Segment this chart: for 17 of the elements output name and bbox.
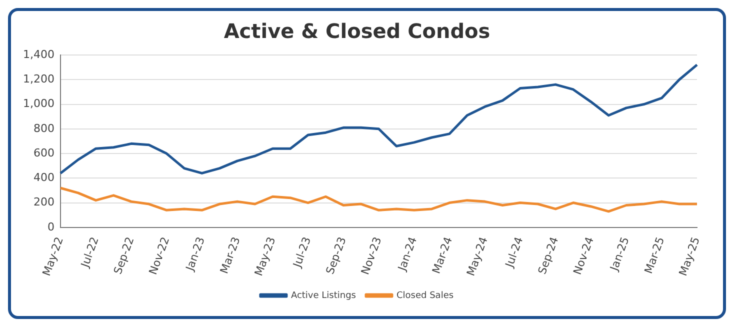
y-tick-label: 1,400 <box>22 48 54 61</box>
legend-label: Closed Sales <box>396 290 454 301</box>
y-tick-label: 1,000 <box>22 97 54 110</box>
x-tick-label: Jan-24 <box>395 235 420 274</box>
x-tick-label: Jul-23 <box>290 235 314 270</box>
y-tick-label: 400 <box>33 171 54 184</box>
y-tick-label: 800 <box>33 122 54 135</box>
legend-label: Active Listings <box>290 290 356 301</box>
x-tick-label: Jan-23 <box>182 235 208 274</box>
y-tick-label: 1,200 <box>22 72 54 86</box>
y-tick-label: 600 <box>33 146 54 160</box>
x-tick-label: Jan-25 <box>607 235 632 274</box>
chart-title: Active & Closed Condos <box>224 19 490 44</box>
x-tick-label: Jul-24 <box>502 235 526 270</box>
y-tick-label: 200 <box>33 196 54 209</box>
y-tick-label: 0 <box>47 220 54 234</box>
x-tick-label: Jul-22 <box>78 235 102 270</box>
